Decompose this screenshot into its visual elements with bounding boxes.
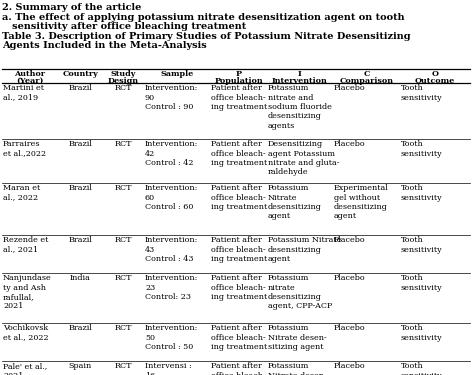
Text: Potassium Nitrate
desensitizing
agent: Potassium Nitrate desensitizing agent (268, 236, 341, 263)
Text: Population: Population (214, 77, 263, 85)
Text: Intervention: Intervention (272, 77, 328, 85)
Text: Intervention:
90
Control : 90: Intervention: 90 Control : 90 (145, 84, 199, 111)
Text: Experimental
gel without
desensitizing
agent: Experimental gel without desensitizing a… (334, 184, 389, 220)
Text: Placebo: Placebo (334, 274, 365, 282)
Text: C: C (363, 70, 370, 78)
Text: Patient after
office bleach-
ing treatment: Patient after office bleach- ing treatme… (211, 274, 267, 301)
Text: Intervention:
60
Control : 60: Intervention: 60 Control : 60 (145, 184, 199, 211)
Text: RCT: RCT (115, 236, 132, 244)
Text: a. The effect of applying potassium nitrate desensitization agent on tooth: a. The effect of applying potassium nitr… (2, 13, 405, 22)
Text: RCT: RCT (115, 274, 132, 282)
Text: Tooth
sensitivity: Tooth sensitivity (401, 140, 443, 158)
Text: Placebo: Placebo (334, 324, 365, 332)
Text: Intervention:
42
Control : 42: Intervention: 42 Control : 42 (145, 140, 199, 167)
Text: Potassium
nitrate
desensitizing
agent, CPP-ACP: Potassium nitrate desensitizing agent, C… (268, 274, 332, 310)
Text: Placebo: Placebo (334, 362, 365, 370)
Text: Design: Design (108, 77, 139, 85)
Text: O: O (431, 70, 438, 78)
Text: Vochikovsk
et al., 2022: Vochikovsk et al., 2022 (3, 324, 49, 342)
Text: Intervention:
50
Control : 50: Intervention: 50 Control : 50 (145, 324, 199, 351)
Text: Placebo: Placebo (334, 236, 365, 244)
Text: Potassium
Nitrate
desensitizing
agent: Potassium Nitrate desensitizing agent (268, 184, 322, 220)
Text: Tooth
sensitivity: Tooth sensitivity (401, 324, 443, 342)
Text: Intervensi :
16
Kontrol : 16: Intervensi : 16 Kontrol : 16 (145, 362, 193, 375)
Text: Country: Country (63, 70, 99, 78)
Text: (Year): (Year) (16, 77, 44, 85)
Text: Parraires
et al.,2022: Parraires et al.,2022 (3, 140, 46, 158)
Text: Tooth
sensitivity: Tooth sensitivity (401, 184, 443, 201)
Text: RCT: RCT (115, 140, 132, 148)
Text: Tooth
sensitivity: Tooth sensitivity (401, 362, 443, 375)
Text: Nanjundase
ty and Ash
rafullal,
2021: Nanjundase ty and Ash rafullal, 2021 (3, 274, 52, 310)
Text: Martini et
al., 2019: Martini et al., 2019 (3, 84, 44, 102)
Text: Patient after
office bleach-
ing treatment: Patient after office bleach- ing treatme… (211, 362, 267, 375)
Text: Brazil: Brazil (69, 184, 92, 192)
Text: Patient after
office bleach-
ing treatment: Patient after office bleach- ing treatme… (211, 140, 267, 167)
Text: Intervention:
43
Control : 43: Intervention: 43 Control : 43 (145, 236, 199, 263)
Text: Outcome: Outcome (415, 77, 455, 85)
Text: sensitivity after office bleaching treatment: sensitivity after office bleaching treat… (2, 22, 246, 31)
Text: Sample: Sample (160, 70, 193, 78)
Text: Potassium
Nitrate desen-
sitizing agent: Potassium Nitrate desen- sitizing agent (268, 362, 327, 375)
Text: Agents Included in the Meta-Analysis: Agents Included in the Meta-Analysis (2, 41, 207, 50)
Text: Patient after
office bleach-
ing treatment: Patient after office bleach- ing treatme… (211, 236, 267, 263)
Text: RCT: RCT (115, 324, 132, 332)
Text: Brazil: Brazil (69, 84, 92, 92)
Text: Brazil: Brazil (69, 324, 92, 332)
Text: Patient after
office bleach-
ing treatment: Patient after office bleach- ing treatme… (211, 84, 267, 111)
Text: Desensitizing
agent Potassium
nitrate and gluta-
raldehyde: Desensitizing agent Potassium nitrate an… (268, 140, 339, 177)
Text: Pale' et al.,
2021: Pale' et al., 2021 (3, 362, 47, 375)
Text: Study: Study (111, 70, 136, 78)
Text: RCT: RCT (115, 84, 132, 92)
Text: Tooth
sensitivity: Tooth sensitivity (401, 236, 443, 254)
Text: Table 3. Description of Primary Studies of Potassium Nitrate Desensitizing: Table 3. Description of Primary Studies … (2, 32, 410, 41)
Text: Potassium
Nitrate desen-
sitizing agent: Potassium Nitrate desen- sitizing agent (268, 324, 327, 351)
Text: Maran et
al., 2022: Maran et al., 2022 (3, 184, 40, 201)
Text: Brazil: Brazil (69, 140, 92, 148)
Text: Placebo: Placebo (334, 84, 365, 92)
Text: Patient after
office bleach-
ing treatment: Patient after office bleach- ing treatme… (211, 324, 267, 351)
Text: India: India (70, 274, 91, 282)
Text: I: I (298, 70, 302, 78)
Text: Comparison: Comparison (339, 77, 393, 85)
Text: Tooth
sensitivity: Tooth sensitivity (401, 274, 443, 291)
Text: RCT: RCT (115, 362, 132, 370)
Text: Tooth
sensitivity: Tooth sensitivity (401, 84, 443, 102)
Text: Rezende et
al., 2021: Rezende et al., 2021 (3, 236, 48, 254)
Text: Patient after
office bleach-
ing treatment: Patient after office bleach- ing treatme… (211, 184, 267, 211)
Text: P: P (236, 70, 242, 78)
Text: Author: Author (15, 70, 46, 78)
Text: Brazil: Brazil (69, 236, 92, 244)
Text: Potassium
nitrate and
sodium fluoride
desensitizing
agents: Potassium nitrate and sodium fluoride de… (268, 84, 332, 130)
Text: RCT: RCT (115, 184, 132, 192)
Text: Spain: Spain (69, 362, 92, 370)
Text: 2. Summary of the article: 2. Summary of the article (2, 3, 141, 12)
Text: Intervention:
23
Control: 23: Intervention: 23 Control: 23 (145, 274, 199, 301)
Text: Placebo: Placebo (334, 140, 365, 148)
